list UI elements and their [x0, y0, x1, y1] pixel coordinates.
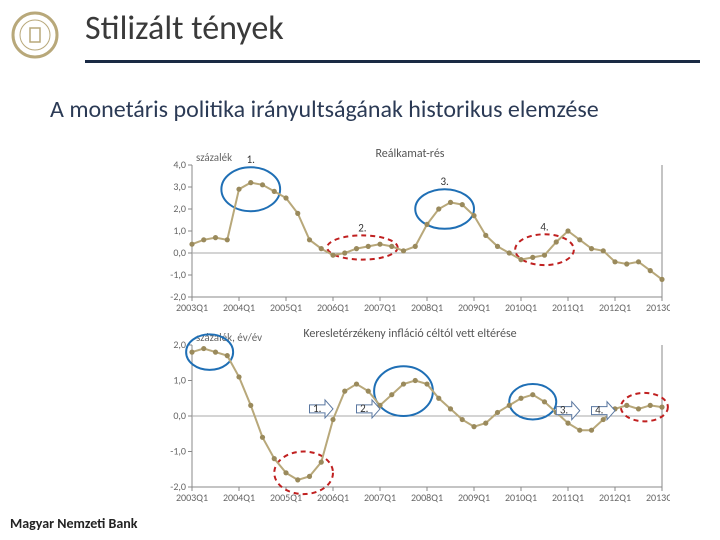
svg-text:3,0: 3,0	[173, 180, 186, 193]
chart-demand-inflation: Keresletérzékeny infláció céltól vett el…	[150, 325, 670, 515]
svg-text:2008Q1: 2008Q1	[411, 491, 443, 504]
svg-text:2,0: 2,0	[173, 202, 186, 215]
svg-text:3.: 3.	[560, 404, 569, 417]
svg-text:1.: 1.	[313, 402, 322, 415]
svg-text:2011Q1: 2011Q1	[552, 301, 584, 314]
svg-text:2004Q1: 2004Q1	[223, 301, 255, 314]
svg-text:2007Q1: 2007Q1	[364, 491, 396, 504]
slide-subtitle: A monetáris politika irányultságának his…	[50, 95, 599, 124]
svg-text:2003Q1: 2003Q1	[176, 491, 208, 504]
svg-text:0,0: 0,0	[173, 409, 186, 422]
svg-text:2010Q1: 2010Q1	[505, 491, 537, 504]
svg-text:4.: 4.	[595, 404, 604, 417]
svg-text:2008Q1: 2008Q1	[411, 301, 443, 314]
svg-text:-1,0: -1,0	[170, 268, 186, 281]
svg-text:0,0: 0,0	[173, 246, 186, 259]
svg-text:Keresletérzékeny infláció célt: Keresletérzékeny infláció céltól vett el…	[303, 327, 516, 341]
svg-text:2009Q1: 2009Q1	[458, 301, 490, 314]
svg-text:2005Q1: 2005Q1	[270, 301, 302, 314]
svg-text:2011Q1: 2011Q1	[552, 491, 584, 504]
svg-text:2006Q1: 2006Q1	[317, 491, 349, 504]
charts-container: Reálkamat-résszázalék-2,0-1,00,01,02,03,…	[150, 145, 670, 515]
svg-text:Reálkamat-rés: Reálkamat-rés	[375, 147, 444, 161]
svg-text:2013Q1: 2013Q1	[646, 301, 670, 314]
svg-text:2009Q1: 2009Q1	[458, 491, 490, 504]
mnb-logo	[10, 10, 60, 60]
svg-text:2013Q1: 2013Q1	[646, 491, 670, 504]
svg-text:1,0: 1,0	[173, 374, 186, 387]
svg-text:2003Q1: 2003Q1	[176, 301, 208, 314]
svg-text:2012Q1: 2012Q1	[599, 301, 631, 314]
svg-text:2007Q1: 2007Q1	[364, 301, 396, 314]
svg-text:százalék: százalék	[196, 151, 232, 164]
svg-text:2.: 2.	[360, 402, 369, 415]
svg-text:2012Q1: 2012Q1	[599, 491, 631, 504]
svg-text:2006Q1: 2006Q1	[317, 301, 349, 314]
svg-text:1,0: 1,0	[173, 224, 186, 237]
slide-title: Stilizált tények	[85, 8, 284, 49]
title-rule	[85, 60, 700, 63]
svg-text:2010Q1: 2010Q1	[505, 301, 537, 314]
chart-realinterest-gap: Reálkamat-résszázalék-2,0-1,00,01,02,03,…	[150, 145, 670, 325]
svg-text:2,0: 2,0	[173, 338, 186, 351]
svg-text:4.: 4.	[540, 220, 549, 233]
svg-text:-1,0: -1,0	[170, 445, 186, 458]
footer-text: Magyar Nemzeti Bank	[10, 515, 138, 532]
svg-text:2.: 2.	[358, 221, 367, 234]
svg-text:3.: 3.	[440, 175, 449, 188]
svg-text:1.: 1.	[247, 153, 256, 166]
svg-text:4,0: 4,0	[173, 158, 186, 171]
svg-text:2004Q1: 2004Q1	[223, 491, 255, 504]
